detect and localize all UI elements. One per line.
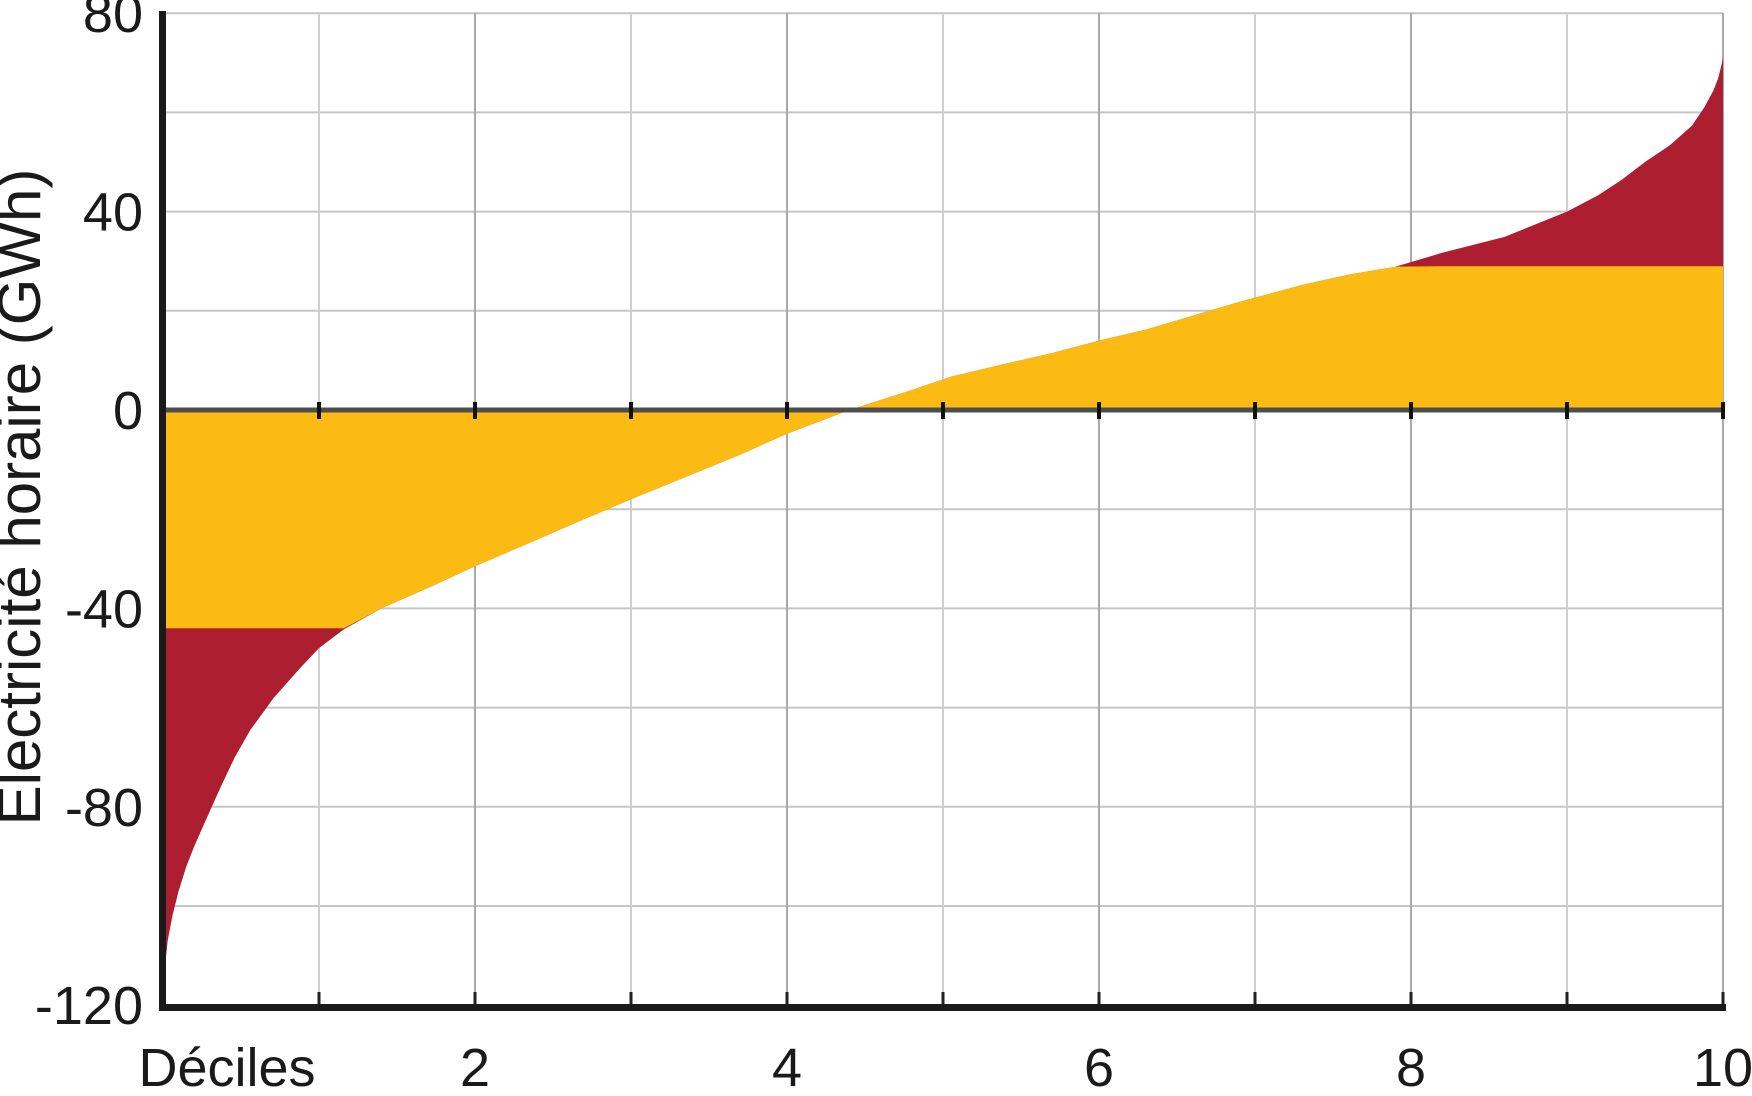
y-tick-label-0: 0: [113, 381, 143, 441]
axes: [159, 11, 1726, 1011]
x-axis-tick-6: [1097, 992, 1101, 1004]
y-tick-label-80: 80: [83, 0, 143, 44]
x-axis-tick-9: [1565, 992, 1569, 1004]
zero-line-tick-7: [1253, 402, 1257, 419]
tick-labels: 80 40 0 -40 -80 -120 2 4 6 8 10: [35, 0, 1752, 1096]
x-axis-tick-7: [1253, 992, 1257, 1004]
x-axis-tick-3: [629, 992, 633, 1004]
y-axis-title: Electricité horaire (GWh): [0, 169, 53, 826]
x-tick-label-8: 8: [1396, 1038, 1426, 1096]
x-axis-tick-5: [941, 992, 945, 1004]
x-tick-label-6: 6: [1084, 1038, 1114, 1096]
zero-line-tick-4: [785, 402, 789, 419]
y-tick-label--120: -120: [35, 976, 143, 1036]
x-axis-tick-4: [785, 992, 789, 1004]
x-axis-line: [159, 1004, 1726, 1011]
zero-line-tick-10: [1721, 402, 1725, 419]
x-axis-tick-1: [317, 992, 321, 1004]
zero-line-tick-3: [629, 402, 633, 419]
area-fills: [163, 57, 1723, 1006]
x-tick-label-2: 2: [460, 1038, 490, 1096]
x-axis-title: Déciles: [138, 1038, 315, 1096]
x-tick-label-10: 10: [1693, 1038, 1752, 1096]
y-tick-label--80: -80: [65, 778, 143, 838]
zero-line-tick-2: [473, 402, 477, 419]
y-tick-label-40: 40: [83, 183, 143, 243]
zero-line-tick-8: [1409, 402, 1413, 419]
x-axis-tick-10: [1721, 992, 1725, 1004]
zero-line-tick-5: [941, 402, 945, 419]
zero-line-tick-9: [1565, 402, 1569, 419]
zero-line-tick-1: [317, 402, 321, 419]
x-tick-label-4: 4: [772, 1038, 802, 1096]
y-tick-label--40: -40: [65, 579, 143, 639]
mid-band-fill: [163, 266, 1723, 629]
y-axis-line: [159, 11, 166, 1011]
x-axis-tick-8: [1409, 992, 1413, 1004]
zero-line-tick-6: [1097, 402, 1101, 419]
x-axis-tick-2: [473, 992, 477, 1004]
